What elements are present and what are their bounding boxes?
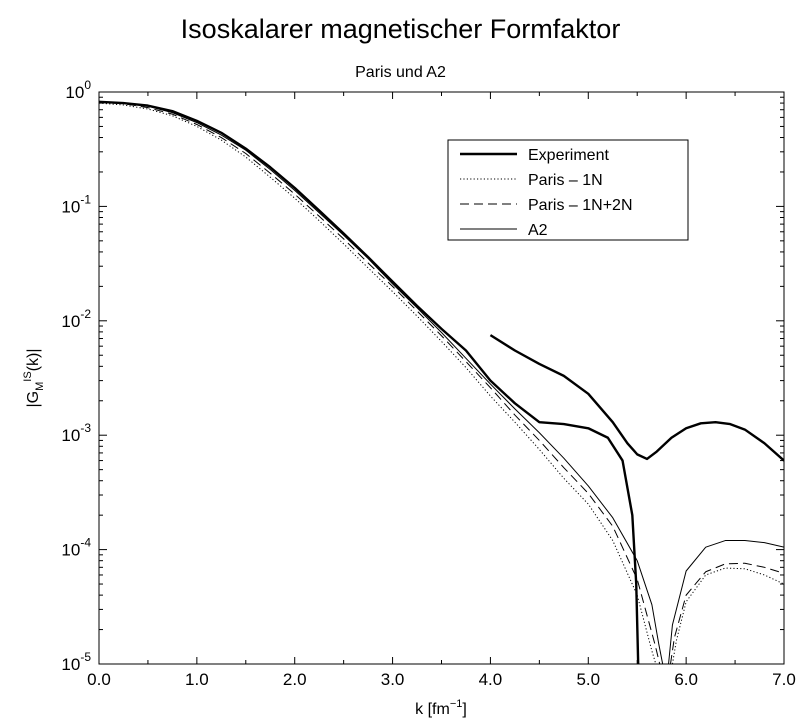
series-line-thick xyxy=(489,334,784,462)
y-tick-label: 10-5 xyxy=(61,650,91,674)
x-tick-label: 6.0 xyxy=(674,670,698,689)
series-line-thick xyxy=(99,100,640,664)
series-layer xyxy=(99,100,784,664)
chart-title: Isoskalarer magnetischer Formfaktor xyxy=(180,14,621,44)
legend-box xyxy=(447,139,689,241)
y-tick-label: 10-2 xyxy=(61,307,91,331)
chart-subtitle: Paris und A2 xyxy=(355,64,446,81)
x-axis-label: k [fm−1] xyxy=(415,698,467,718)
x-tick-label: 0.0 xyxy=(87,670,111,689)
y-tick-label: 10-3 xyxy=(61,421,91,445)
y-tick-label: 10-4 xyxy=(61,536,91,560)
x-tick-label: 1.0 xyxy=(185,670,209,689)
legend-label: A2 xyxy=(528,222,548,239)
series-line-thin xyxy=(668,540,784,664)
legend-label: Experiment xyxy=(528,147,609,164)
y-axis-label: |GMIS(k)| xyxy=(22,349,46,408)
series-line-thin xyxy=(99,101,664,664)
y-tick-label: 10-1 xyxy=(61,192,91,216)
legend-label: Paris – 1N+2N xyxy=(528,197,633,214)
x-tick-label: 7.0 xyxy=(772,670,796,689)
series-line-dashed xyxy=(99,101,661,664)
axis-ticks: 0.0 1.0 2.0 3.0 4.0 5.0 6.0 7.0 100 10-1 10-2 10-3 1… xyxy=(61,78,795,689)
x-tick-label: 3.0 xyxy=(381,670,405,689)
x-tick-label: 4.0 xyxy=(479,670,503,689)
y-tick-label: 100 xyxy=(65,78,91,102)
series-line-dashed xyxy=(669,562,784,664)
legend-label: Paris – 1N xyxy=(528,172,603,189)
series-line-dotted xyxy=(671,567,784,664)
x-tick-label: 5.0 xyxy=(576,670,600,689)
legend: Experiment Paris – 1N Paris – 1N+2N A2 xyxy=(447,139,689,241)
x-tick-label: 2.0 xyxy=(283,670,307,689)
